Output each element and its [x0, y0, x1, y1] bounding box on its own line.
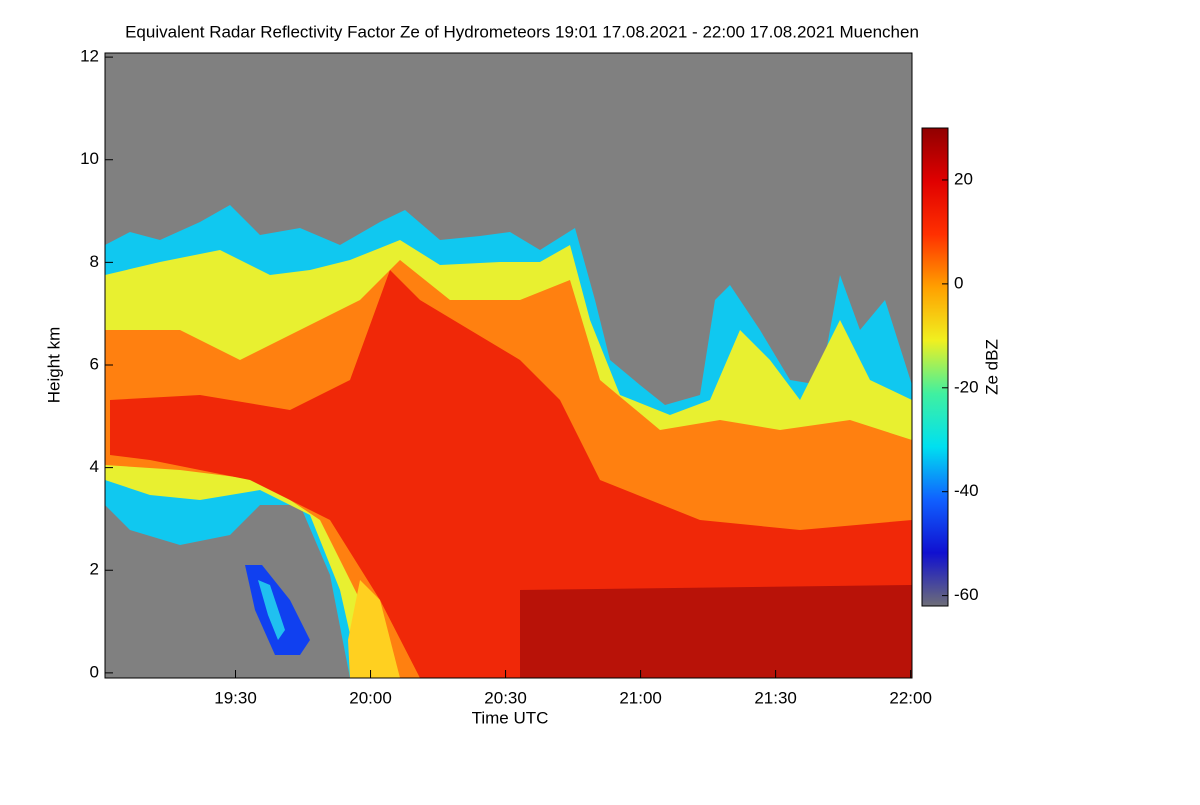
ground-clutter-core — [258, 580, 285, 640]
y-axis-label: Height km — [44, 327, 63, 404]
y-tick-label: 2 — [90, 560, 99, 579]
echo-core — [110, 270, 912, 678]
echo-low-rain — [348, 580, 400, 678]
echo-rain — [520, 585, 912, 678]
plot-frame — [104, 52, 913, 679]
x-tick-label: 21:30 — [754, 688, 797, 707]
colorbar-tick-label: 0 — [954, 273, 963, 292]
x-tick-label: 22:00 — [889, 688, 932, 707]
y-tick-label: 6 — [90, 354, 99, 373]
x-tick-label: 20:00 — [349, 688, 392, 707]
x-tick-label: 19:30 — [214, 688, 257, 707]
reflectivity-field — [105, 205, 912, 678]
colorbar-tick-label: -40 — [954, 481, 979, 500]
y-tick-label: 8 — [90, 252, 99, 271]
y-tick-label: 4 — [90, 457, 99, 476]
y-tick-label: 10 — [80, 149, 99, 168]
chart-title: Equivalent Radar Reflectivity Factor Ze … — [125, 22, 919, 41]
x-axis-label: Time UTC — [472, 708, 549, 727]
colorbar-tick-label: -60 — [954, 585, 979, 604]
y-tick-label: 12 — [80, 47, 99, 66]
colorbar-tick-label: 20 — [954, 169, 973, 188]
x-tick-label: 21:00 — [619, 688, 662, 707]
colorbar-label: Ze dBZ — [982, 339, 1001, 395]
colorbar-tick-label: -20 — [954, 377, 979, 396]
x-tick-label: 20:30 — [484, 688, 527, 707]
colorbar — [921, 127, 949, 607]
y-tick-label: 0 — [90, 662, 99, 681]
